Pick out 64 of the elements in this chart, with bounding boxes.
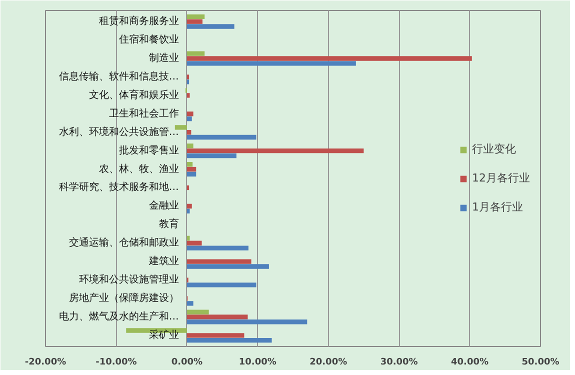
legend-label: 12月各行业: [472, 170, 530, 186]
y-tick-label: 科学研究、技术服务和地…: [58, 181, 179, 194]
bar: [186, 19, 202, 24]
y-tick-label: 制造业: [148, 52, 179, 64]
bar: [186, 112, 194, 116]
y-tick-label: 教育: [158, 218, 179, 230]
bar: [186, 320, 308, 324]
legend-label: 1月各行业: [472, 200, 523, 214]
bar: [186, 144, 194, 148]
bar: [186, 204, 192, 209]
bar: [186, 116, 192, 122]
bar: [186, 74, 190, 80]
bar: [186, 14, 205, 19]
y-tick-label: 信息传输、软件和信息技…: [58, 70, 179, 82]
bar: [186, 301, 194, 306]
y-tick-label: 金融业: [148, 200, 179, 212]
bar: [186, 185, 190, 190]
bar: [186, 338, 272, 343]
bar: [186, 24, 234, 29]
bar: [186, 148, 364, 154]
bar: [186, 51, 205, 56]
y-tick-label: 交通运输、仓储和邮政业: [68, 236, 179, 249]
y-tick-label: 采矿业: [148, 328, 179, 341]
bar: [186, 56, 472, 61]
y-tick-label: 租赁和商务服务业: [98, 15, 179, 28]
bar: [186, 166, 196, 172]
bar: [186, 282, 256, 288]
x-tick-label: 10.00%: [238, 358, 276, 368]
y-tick-label: 电力、燃气及水的生产和…: [58, 310, 179, 322]
bar: [186, 93, 190, 98]
bar: [186, 130, 192, 135]
bar: [186, 240, 202, 246]
bar: [186, 153, 236, 158]
y-tick-label: 建筑业: [148, 255, 179, 268]
bar: [186, 264, 269, 269]
y-tick-label: 水利、环境和公共设施管…: [58, 126, 179, 138]
y-tick-label: 环境和公共设施管理业: [78, 274, 179, 286]
bar: [186, 333, 244, 338]
x-tick-label: 30.00%: [380, 358, 418, 368]
bar: [186, 259, 252, 264]
bar: [186, 61, 356, 66]
bar: [186, 236, 190, 241]
bar: [186, 80, 190, 84]
bar: [186, 310, 209, 314]
y-tick-label: 住宿和餐饮业: [118, 34, 179, 46]
bar: [186, 162, 193, 167]
y-tick-label: 房地产业（保障房建设）: [68, 292, 179, 304]
bar: [186, 208, 190, 214]
y-tick-label: 文化、体育和娱乐业: [88, 88, 179, 101]
y-tick-label: 批发和零售业: [118, 144, 179, 156]
bar: [186, 246, 248, 250]
y-tick-label: 农、林、牧、渔业: [98, 162, 179, 175]
x-tick-label: 40.00%: [451, 358, 489, 368]
y-tick-label: 卫生和社会工作: [108, 107, 179, 120]
bar: [174, 125, 187, 130]
bar: [186, 172, 196, 177]
x-tick-label: -20.00%: [24, 358, 66, 368]
x-tick-label: 20.00%: [310, 358, 348, 368]
x-tick-label: 0.00%: [171, 358, 203, 368]
x-tick-label: 50.00%: [522, 358, 560, 368]
bar: [186, 134, 256, 140]
legend-label: 行业变化: [472, 142, 516, 156]
bar: [186, 314, 248, 320]
x-tick-label: -10.00%: [96, 358, 137, 368]
